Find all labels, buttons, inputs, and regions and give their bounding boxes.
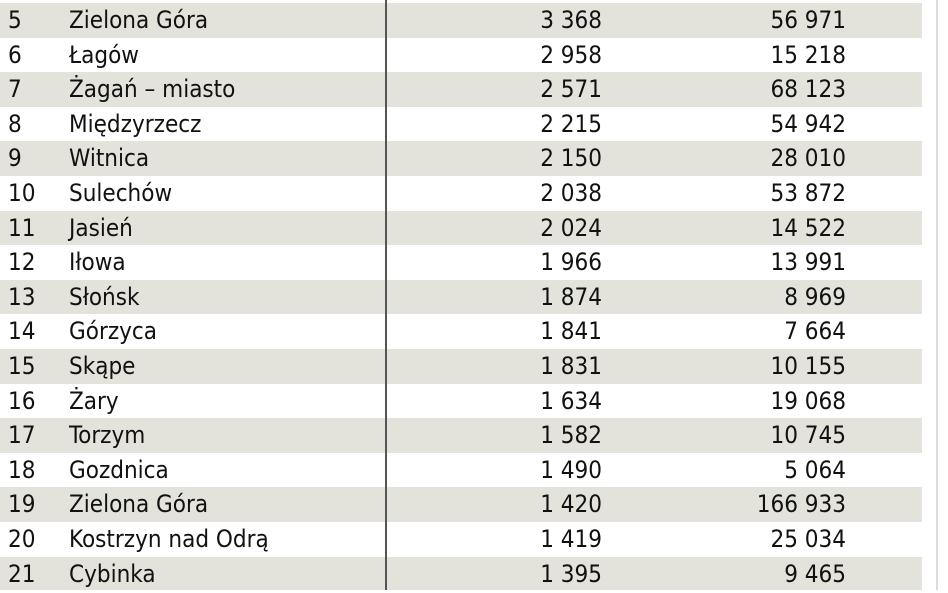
rank-cell: 16: [8, 386, 36, 415]
name-cell: Międzyrzecz: [69, 109, 202, 138]
rank-cell: 19: [8, 490, 36, 519]
value2-cell: 54 942: [770, 109, 846, 138]
name-cell: Zielona Góra: [69, 6, 209, 34]
table-row: 19 Zielona Góra 1 420 166 933: [0, 487, 922, 522]
rank-cell: 21: [8, 559, 36, 588]
rank-cell: 5: [8, 6, 22, 34]
value2-cell: 7 664: [784, 317, 846, 346]
rank-cell: 7: [8, 75, 22, 104]
name-cell: Żagań – miasto: [69, 75, 236, 104]
rank-cell: 8: [8, 109, 22, 138]
name-cell: Iłowa: [69, 248, 126, 277]
value2-cell: 10 155: [770, 352, 846, 380]
value1-cell: 1 395: [540, 559, 602, 588]
name-cell: Łagów: [69, 40, 139, 69]
value1-cell: 2 571: [540, 75, 602, 104]
name-cell: Gozdnica: [69, 455, 169, 484]
table-row: 12 Iłowa 1 966 13 991: [0, 245, 922, 280]
name-cell: Kostrzyn nad Odrą: [69, 525, 269, 553]
name-cell: Torzym: [69, 421, 146, 450]
table-row: 8 Międzyrzecz 2 215 54 942: [0, 107, 922, 142]
value2-cell: 14 522: [770, 213, 846, 242]
table-row: 10 Sulechów 2 038 53 872: [0, 176, 922, 211]
rank-cell: 15: [8, 352, 36, 380]
value2-cell: 13 991: [770, 248, 846, 277]
rank-cell: 9: [8, 144, 22, 173]
rank-cell: 20: [8, 525, 36, 553]
rank-cell: 6: [8, 40, 22, 69]
rank-cell: 17: [8, 421, 36, 450]
table-row: 18 Gozdnica 1 490 5 064: [0, 453, 922, 488]
table-row: 20 Kostrzyn nad Odrą 1 419 25 034: [0, 522, 922, 557]
value2-cell: 166 933: [756, 490, 846, 519]
rank-cell: 18: [8, 455, 36, 484]
value1-cell: 1 420: [540, 490, 602, 519]
table-row: 17 Torzym 1 582 10 745: [0, 418, 922, 453]
value1-cell: 1 841: [540, 317, 602, 346]
rank-cell: 11: [8, 213, 36, 242]
table-row: 21 Cybinka 1 395 9 465: [0, 556, 922, 592]
table-row: 11 Jasień 2 024 14 522: [0, 210, 922, 246]
value1-cell: 2 215: [540, 109, 602, 138]
value2-cell: 5 064: [784, 455, 846, 484]
value1-cell: 3 368: [540, 6, 602, 34]
value1-cell: 1 874: [540, 282, 602, 311]
value1-cell: 1 831: [540, 352, 602, 380]
column-divider: [385, 0, 387, 593]
rank-cell: 13: [8, 282, 36, 311]
value2-cell: 19 068: [770, 386, 846, 415]
rank-cell: 12: [8, 248, 36, 277]
value2-cell: 9 465: [784, 559, 846, 588]
value2-cell: 28 010: [770, 144, 846, 173]
name-cell: Żary: [69, 386, 119, 415]
table-row: 16 Żary 1 634 19 068: [0, 384, 922, 419]
bottom-edge: [0, 590, 948, 593]
right-edge-line: [936, 0, 938, 593]
rank-cell: 10: [8, 179, 36, 207]
value1-cell: 1 419: [540, 525, 602, 553]
value1-cell: 1 490: [540, 455, 602, 484]
name-cell: Cybinka: [69, 559, 156, 588]
table-row: 14 Górzyca 1 841 7 664: [0, 314, 922, 349]
table-row: 6 Łagów 2 958 15 218: [0, 38, 922, 73]
name-cell: Sulechów: [69, 179, 173, 207]
table-row: 7 Żagań – miasto 2 571 68 123: [0, 72, 922, 107]
name-cell: Witnica: [69, 144, 150, 173]
value1-cell: 2 038: [540, 179, 602, 207]
table-row: 15 Skąpe 1 831 10 155: [0, 349, 922, 384]
rank-cell: 14: [8, 317, 36, 346]
value2-cell: 53 872: [770, 179, 846, 207]
name-cell: Górzyca: [69, 317, 158, 346]
value1-cell: 2 024: [540, 213, 602, 242]
name-cell: Skąpe: [69, 352, 136, 380]
value1-cell: 1 582: [540, 421, 602, 450]
table-row: 9 Witnica 2 150 28 010: [0, 141, 922, 176]
value2-cell: 68 123: [770, 75, 846, 104]
value2-cell: 25 034: [770, 525, 846, 553]
value1-cell: 2 150: [540, 144, 602, 173]
name-cell: Słońsk: [69, 282, 140, 311]
value2-cell: 10 745: [770, 421, 846, 450]
name-cell: Zielona Góra: [69, 490, 209, 519]
value2-cell: 15 218: [770, 40, 846, 69]
table-row: 5 Zielona Góra 3 368 56 971: [0, 3, 922, 38]
table-row: 13 Słońsk 1 874 8 969: [0, 279, 922, 315]
name-cell: Jasień: [69, 213, 133, 242]
value2-cell: 8 969: [784, 282, 846, 311]
value1-cell: 1 634: [540, 386, 602, 415]
value1-cell: 2 958: [540, 40, 602, 69]
value1-cell: 1 966: [540, 248, 602, 277]
value2-cell: 56 971: [770, 6, 846, 34]
